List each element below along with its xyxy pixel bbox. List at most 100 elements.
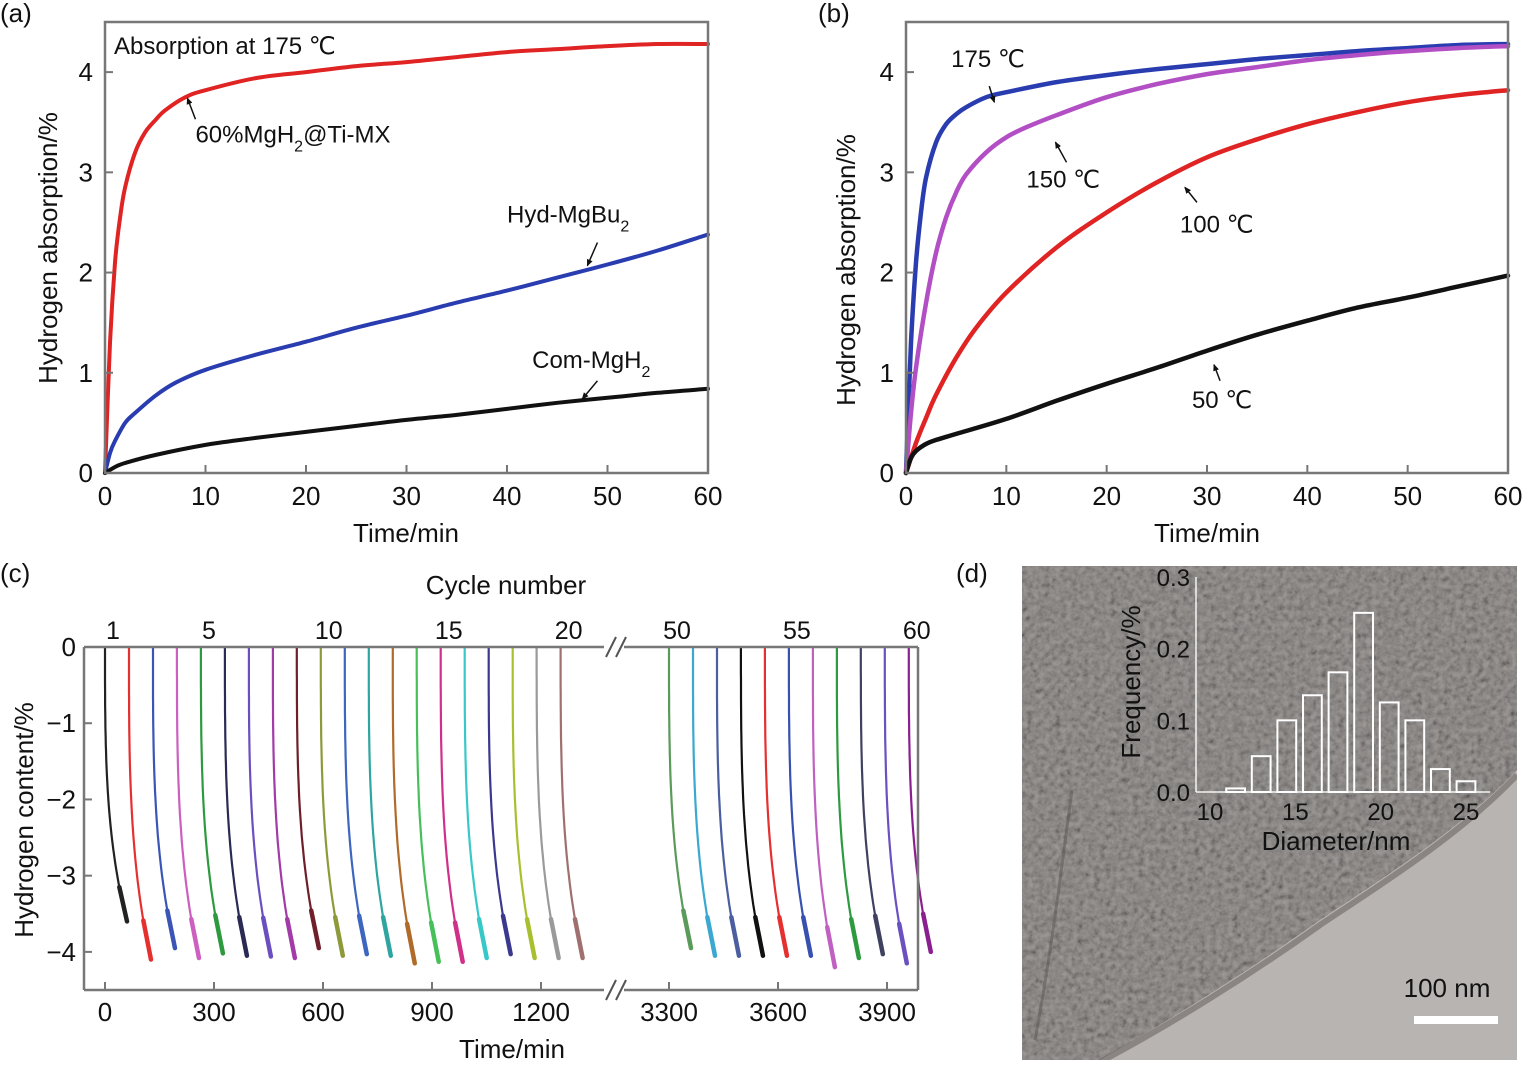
cycle-curve <box>535 645 560 960</box>
y-axis-label: Frequency/% <box>1116 605 1146 758</box>
cycle-curve-tail <box>117 884 130 924</box>
cycle-curve <box>391 645 416 965</box>
label-arrow <box>1054 141 1068 163</box>
series-label: 60%MgH2@Ti-MX <box>195 121 390 155</box>
panel-b-chart: 0 10 20 30 40 50 60 0 1 2 3 4 175 ℃ 150 ℃ 100 ℃ 50 ℃ T… <box>831 20 1523 548</box>
cycle-curve <box>151 645 177 950</box>
y-tick-label: 0.2 <box>1157 637 1190 664</box>
y-tick-label: 0 <box>62 632 76 662</box>
cycle-curve <box>463 645 488 960</box>
series-line <box>103 232 710 475</box>
x-tick-label: 25 <box>1453 799 1480 826</box>
cycle-tick-label: 10 <box>315 617 343 645</box>
x-tick-label: 900 <box>410 997 453 1027</box>
cycle-curve-tail <box>824 924 838 970</box>
series-label: 50 ℃ <box>1192 387 1252 414</box>
x-tick-label: 600 <box>301 997 344 1027</box>
series-label: Hyd-MgBu2 <box>507 201 629 235</box>
cycle-curve-tail <box>920 911 934 955</box>
histogram-bar <box>1404 719 1426 793</box>
y-tick-label: 0 <box>880 458 894 488</box>
cycle-tick-label: 55 <box>783 617 811 645</box>
x-tick-label: 0 <box>899 481 913 511</box>
panel-a-chart: 0 10 20 30 40 50 60 0 1 2 3 4 Absorption at 175 ℃ 6… <box>33 20 722 548</box>
series-label: 100 ℃ <box>1180 211 1254 238</box>
cycle-curve <box>271 645 296 960</box>
y-tick-label: 1 <box>79 358 93 388</box>
y-tick-label: 3 <box>880 157 894 187</box>
top-axis-label: Cycle number <box>426 570 587 600</box>
series-line <box>903 43 1511 476</box>
x-tick-label: 60 <box>1494 481 1523 511</box>
cycle-curve <box>415 645 440 963</box>
label-arrow <box>988 85 996 104</box>
scale-bar <box>1414 1016 1498 1024</box>
cycle-curve <box>295 645 320 950</box>
y-tick-label: 4 <box>880 57 894 87</box>
label-arrow <box>581 380 599 400</box>
cycle-curve-tail <box>872 913 886 957</box>
cycle-curve-tail <box>380 914 394 958</box>
x-tick-label: 3600 <box>749 997 807 1027</box>
x-tick-label: 20 <box>292 481 321 511</box>
cycle-curve <box>739 645 764 957</box>
cycle-tick-label: 15 <box>435 617 463 645</box>
axis-break-mark <box>615 979 627 1001</box>
cycle-tick-label: 1 <box>106 617 120 645</box>
histogram-bar <box>1353 611 1374 793</box>
x-tick-label: 3900 <box>858 997 916 1027</box>
cycle-curve <box>787 645 812 957</box>
histogram-bar <box>1430 768 1451 793</box>
series-line <box>903 41 1511 476</box>
x-tick-label: 300 <box>192 997 235 1027</box>
cycle-curve <box>811 645 836 969</box>
x-tick-label: 0 <box>98 481 112 511</box>
cycle-curve-tail <box>141 918 154 962</box>
x-tick-label: 10 <box>1197 799 1224 826</box>
scale-bar-label: 100 nm <box>1404 973 1491 1003</box>
cycle-tick-label: 50 <box>663 617 691 645</box>
cycle-curve <box>487 645 512 956</box>
cycle-curve <box>439 645 464 963</box>
cycle-curve-tail <box>236 914 250 958</box>
cycle-curve <box>367 645 392 957</box>
x-tick-label: 10 <box>992 481 1021 511</box>
label-arrow <box>1213 363 1221 382</box>
x-tick-label: 20 <box>1367 799 1394 826</box>
x-tick-label: 30 <box>392 481 421 511</box>
x-axis-label: Time/min <box>1154 518 1260 548</box>
cycle-curve-tail <box>896 921 910 966</box>
tem-fold-line <box>1033 789 1074 1041</box>
cycle-curve <box>343 645 368 956</box>
x-axis-label: Time/min <box>353 518 459 548</box>
cycle-curve-tail <box>356 913 370 957</box>
label-arrow <box>586 242 599 267</box>
cycle-curve-tail <box>308 908 322 951</box>
cycle-curve <box>199 645 224 955</box>
cycle-curve <box>763 645 788 957</box>
label-arrow <box>1184 186 1198 203</box>
histogram-bar <box>1250 755 1272 794</box>
cycle-curve-tail <box>284 916 298 961</box>
cycle-curve <box>319 645 344 957</box>
y-tick-label: 0.0 <box>1157 780 1190 807</box>
x-tick-label: 1200 <box>512 997 570 1027</box>
histogram-bar <box>1302 694 1323 793</box>
series-label: 175 ℃ <box>951 46 1025 73</box>
cycle-curve-tail <box>428 920 441 965</box>
cycle-tick-label: 60 <box>903 617 931 645</box>
cycle-curve <box>127 645 153 961</box>
x-tick-label: 50 <box>1393 481 1422 511</box>
cycle-curve-tail <box>681 908 694 951</box>
cycle-curve-tail <box>213 912 226 956</box>
axis-break-mark <box>605 636 617 658</box>
x-tick-label: 10 <box>191 481 220 511</box>
y-tick-label: 2 <box>79 258 93 288</box>
x-tick-label: 30 <box>1193 481 1222 511</box>
histogram-bar <box>1378 701 1400 794</box>
y-tick-label: −2 <box>46 784 76 814</box>
histogram-bar <box>1455 780 1477 793</box>
histogram-bar <box>1225 787 1246 794</box>
cycle-curve-tail <box>800 914 814 958</box>
cycle-curve <box>859 645 884 956</box>
